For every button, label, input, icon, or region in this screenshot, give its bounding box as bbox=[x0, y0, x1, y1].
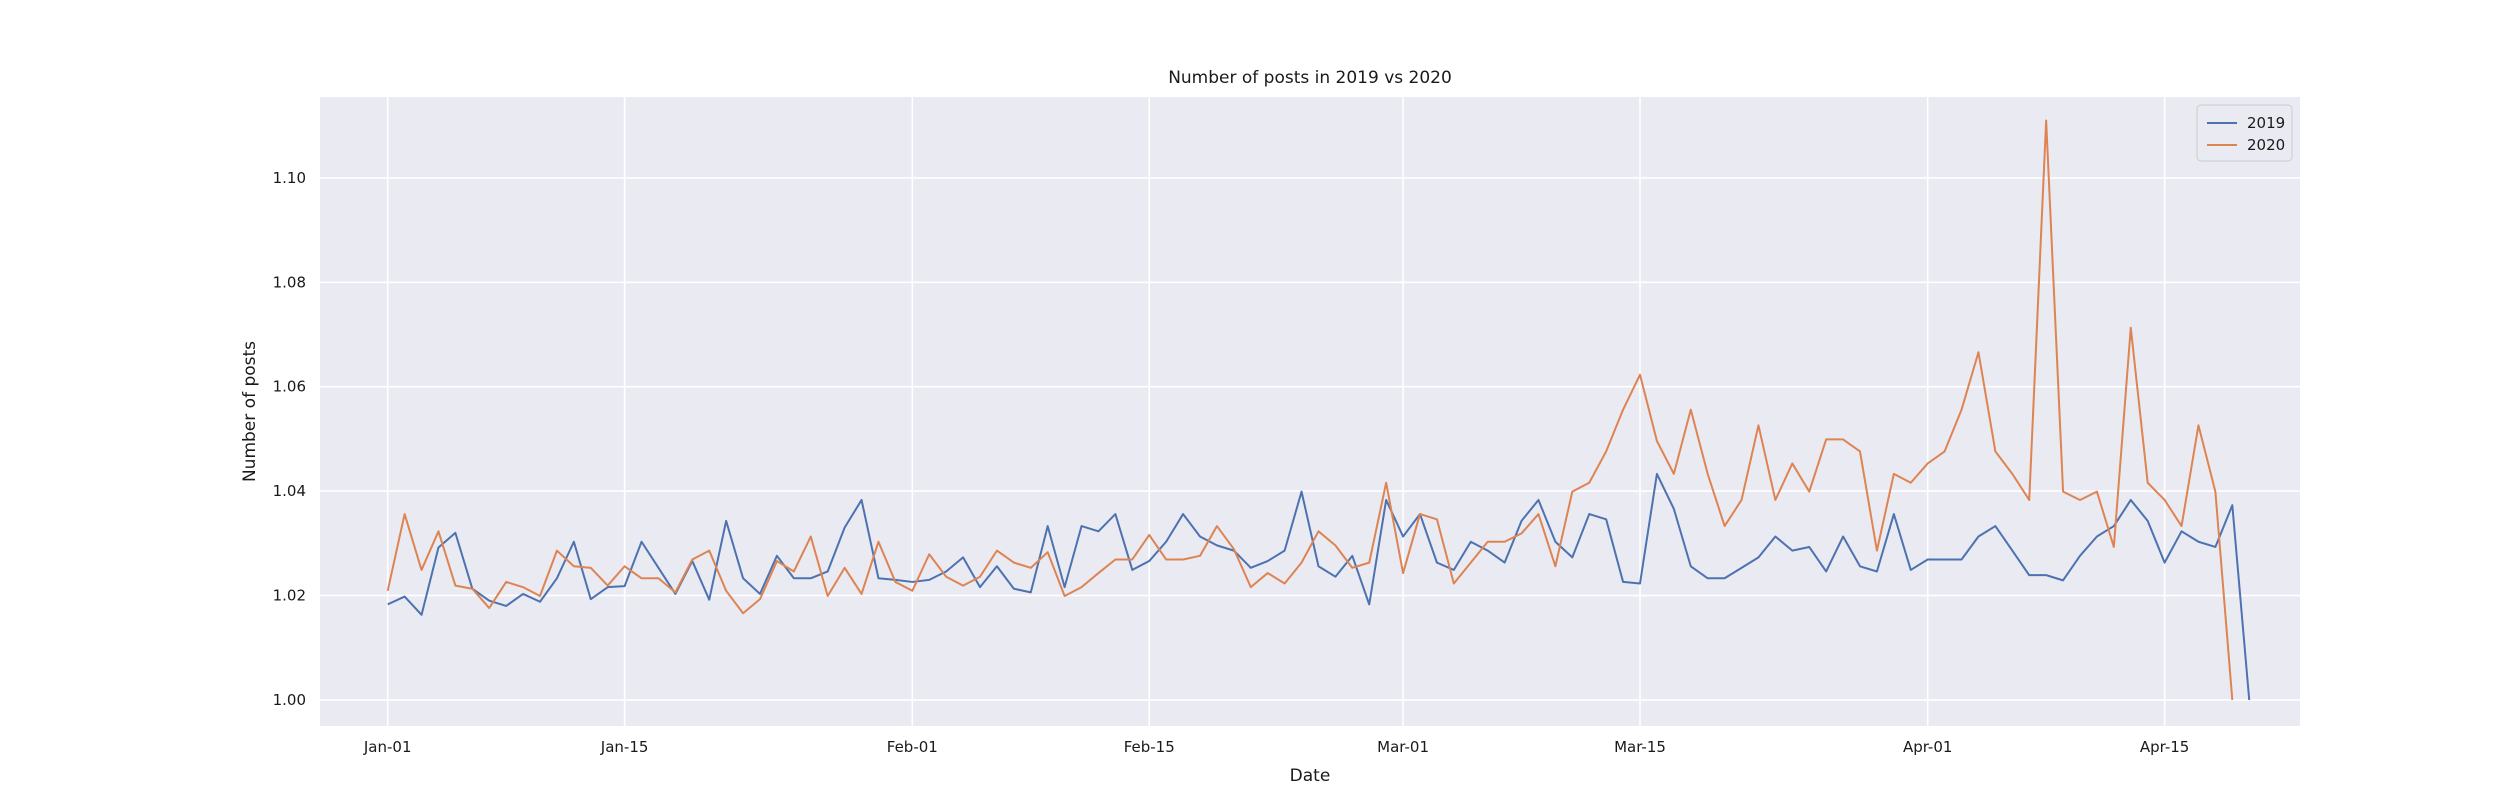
legend-label: 2020 bbox=[2247, 136, 2285, 154]
series-line-2019 bbox=[387, 472, 2251, 700]
chart-title: Number of posts in 2019 vs 2020 bbox=[1168, 68, 1452, 88]
x-tick-label: Apr-15 bbox=[2140, 738, 2190, 756]
x-tick-label: Feb-01 bbox=[887, 738, 938, 756]
x-tick-label: Jan-15 bbox=[600, 738, 649, 756]
series-line-2020 bbox=[386, 119, 2234, 700]
plot-area bbox=[320, 97, 2300, 726]
grid bbox=[320, 97, 2300, 726]
legend: 2019 2020 bbox=[2196, 104, 2293, 162]
y-axis-ticks: 1.00 1.02 1.04 1.06 1.08 1.10 bbox=[273, 169, 306, 709]
x-tick-label: Apr-01 bbox=[1903, 738, 1953, 756]
y-tick-label: 1.08 bbox=[273, 273, 306, 291]
legend-label: 2019 bbox=[2247, 114, 2285, 132]
y-tick-label: 1.06 bbox=[273, 378, 306, 396]
x-tick-label: Mar-15 bbox=[1614, 738, 1666, 756]
x-tick-label: Mar-01 bbox=[1377, 738, 1429, 756]
y-tick-label: 1.04 bbox=[273, 482, 306, 500]
x-axis-ticks: Jan-01 Jan-15 Feb-01 Feb-15 Mar-01 Mar-15 Apr-… bbox=[363, 738, 2189, 756]
series-lines bbox=[386, 119, 2251, 700]
y-tick-label: 1.00 bbox=[273, 691, 306, 709]
y-tick-label: 1.02 bbox=[273, 587, 306, 605]
x-axis-label: Date bbox=[1290, 766, 1331, 786]
y-axis-label: Number of posts bbox=[240, 341, 260, 482]
y-tick-label: 1.10 bbox=[273, 169, 306, 187]
x-tick-label: Feb-15 bbox=[1124, 738, 1175, 756]
legend-box bbox=[2196, 104, 2293, 162]
x-tick-label: Jan-01 bbox=[363, 738, 412, 756]
